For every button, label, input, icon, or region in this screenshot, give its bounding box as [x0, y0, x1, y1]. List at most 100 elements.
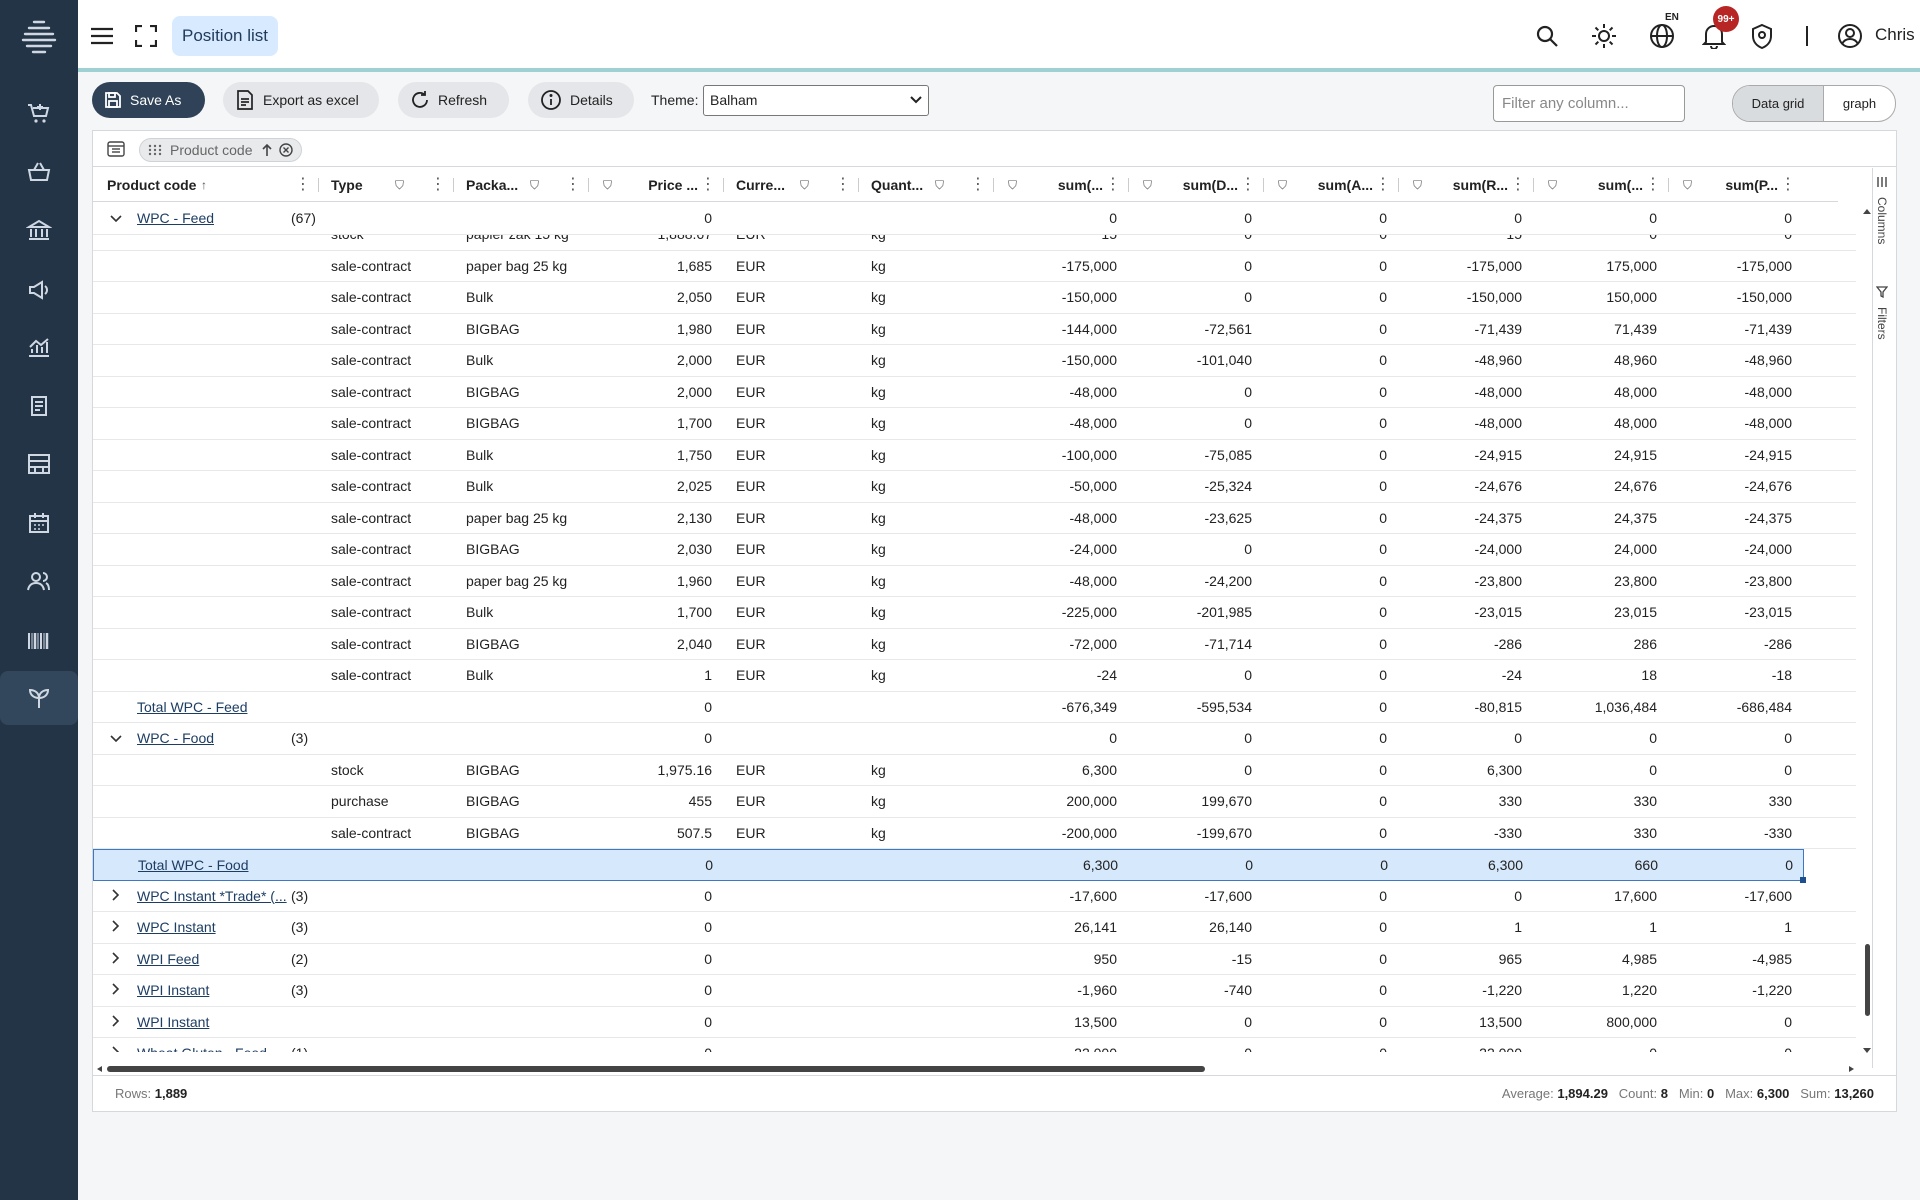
column-filter-icon[interactable]: ⛉ [935, 178, 945, 192]
scroll-up-icon[interactable] [1862, 207, 1872, 215]
column-resize-handle[interactable] [1668, 178, 1669, 192]
table-row[interactable]: sale-contract paper bag 25 kg EUR kg 1,685 -1… [93, 251, 1856, 282]
expand-chevron-icon[interactable] [106, 975, 126, 1006]
column-menu-icon[interactable]: ⋮ [1240, 176, 1256, 193]
column-menu-icon[interactable]: ⋮ [1375, 176, 1391, 193]
table-row[interactable]: sale-contract Bulk EUR kg 2,025 -50,000 -25,32… [93, 471, 1856, 503]
column-menu-icon[interactable]: ⋮ [700, 176, 716, 193]
sort-asc-icon[interactable]: ↑ [201, 178, 207, 192]
drag-handle-icon[interactable] [148, 144, 162, 156]
group-label-link[interactable]: WPI Feed [137, 950, 200, 967]
column-menu-icon[interactable]: ⋮ [430, 176, 446, 193]
table-row[interactable]: sale-contract Bulk EUR kg 2,050 -150,000 0 0 -15… [93, 282, 1856, 314]
user-name[interactable]: Chris [1875, 25, 1915, 44]
app-logo[interactable] [0, 14, 78, 60]
column-resize-handle[interactable] [588, 178, 589, 192]
group-row[interactable]: WPI Instant 0 13,500 0 0 13,500 800,000 0 [93, 1007, 1856, 1038]
sidebar-item-users[interactable] [0, 554, 78, 608]
column-resize-handle[interactable] [318, 178, 319, 192]
table-row[interactable]: sale-contract BIGBAG EUR kg 1,980 -144,000 -72… [93, 314, 1856, 345]
sidebar-item-plant[interactable] [0, 671, 78, 725]
expand-chevron-icon[interactable] [106, 1038, 126, 1052]
scroll-left-icon[interactable] [95, 1065, 103, 1073]
group-row[interactable]: WPC - Food (3) 0 0 0 0 0 0 0 [93, 723, 1856, 755]
group-total-label[interactable]: Total WPC - Food [138, 857, 249, 873]
table-row[interactable]: stock BIGBAG EUR kg 1,975.16 6,300 0 0 6,300 0 0 [93, 755, 1856, 786]
column-resize-handle[interactable] [723, 178, 724, 192]
column-header-10[interactable]: sum(... [1597, 177, 1643, 193]
column-header-6[interactable]: sum(... [1057, 177, 1103, 193]
column-header-0[interactable]: Product code [107, 177, 197, 193]
column-filter-icon[interactable]: ⛉ [800, 178, 810, 192]
column-header-1[interactable]: Type [331, 177, 363, 193]
group-row[interactable]: WPC Instant (3) 0 26,141 26,140 0 1 1 1 [93, 912, 1856, 944]
sidebar-item-megaphone[interactable] [0, 262, 78, 316]
shield-icon[interactable] [1748, 22, 1776, 50]
table-row[interactable]: sale-contract BIGBAG EUR kg 2,030 -24,000 0 0 -2… [93, 534, 1856, 566]
column-filter-icon[interactable]: ⛉ [1278, 178, 1288, 192]
sidebar-item-bank[interactable] [0, 203, 78, 257]
column-header-11[interactable]: sum(P... [1725, 177, 1778, 193]
table-row[interactable]: sale-contract Bulk EUR kg 1 -24 0 0 -24 18 -18 [93, 660, 1856, 692]
column-header-3[interactable]: Price ... [648, 177, 698, 193]
group-label-link[interactable]: WPI Instant [137, 1013, 210, 1030]
column-menu-icon[interactable]: ⋮ [835, 176, 851, 193]
column-resize-handle[interactable] [1533, 178, 1534, 192]
theme-select[interactable]: Balham [703, 85, 929, 116]
column-header-8[interactable]: sum(A... [1317, 177, 1373, 193]
expand-chevron-icon[interactable] [106, 912, 126, 943]
column-filter-icon[interactable]: ⛉ [395, 178, 405, 192]
column-resize-handle[interactable] [1263, 178, 1264, 192]
refresh-button[interactable]: Refresh [398, 82, 509, 118]
details-button[interactable]: Details [528, 82, 634, 118]
scroll-down-icon[interactable] [1862, 1047, 1872, 1055]
column-resize-handle[interactable] [1128, 178, 1129, 192]
column-filter-icon[interactable]: ⛉ [1413, 178, 1423, 192]
collapse-chevron-icon[interactable] [106, 203, 126, 234]
column-filter-icon[interactable]: ⛉ [1548, 178, 1558, 192]
column-filter-icon[interactable]: ⛉ [1008, 178, 1018, 192]
table-row[interactable]: sale-contract BIGBAG EUR kg 2,040 -72,000 -71,… [93, 629, 1856, 660]
column-filter-icon[interactable]: ⛉ [1683, 178, 1693, 192]
theme-toggle-icon[interactable] [1590, 22, 1618, 50]
group-row[interactable]: WPI Feed (2) 0 950 -15 0 965 4,985 -4,985 [93, 944, 1856, 975]
table-row[interactable]: sale-contract BIGBAG EUR kg 507.5 -200,000 -19… [93, 818, 1856, 849]
column-menu-icon[interactable]: ⋮ [565, 176, 581, 193]
column-menu-icon[interactable]: ⋮ [1780, 176, 1796, 193]
expand-chevron-icon[interactable] [106, 1007, 126, 1038]
sidebar-item-barcode[interactable] [0, 613, 78, 667]
table-row[interactable]: sale-contract paper bag 25 kg EUR kg 1,960 -4… [93, 566, 1856, 597]
column-menu-icon[interactable]: ⋮ [1645, 176, 1661, 193]
expand-chevron-icon[interactable] [106, 944, 126, 975]
table-row[interactable]: sale-contract Bulk EUR kg 1,700 -225,000 -201,… [93, 597, 1856, 629]
column-header-9[interactable]: sum(R... [1452, 177, 1508, 193]
columns-panel-tab[interactable]: Columns [1875, 176, 1889, 245]
fullscreen-icon[interactable] [132, 22, 160, 50]
group-label-link[interactable]: WPC - Food [137, 730, 215, 746]
column-filter-icon[interactable]: ⛉ [530, 178, 540, 192]
sidebar-item-calendar[interactable] [0, 496, 78, 550]
menu-icon[interactable] [88, 22, 116, 50]
group-label-link[interactable]: WPC - Feed [137, 210, 215, 226]
filter-input[interactable]: Filter any column... [1493, 85, 1685, 122]
table-row[interactable]: sale-contract Bulk EUR kg 1,750 -100,000 -75,0… [93, 440, 1856, 471]
sidebar-item-basket[interactable] [0, 145, 78, 199]
column-menu-icon[interactable]: ⋮ [970, 176, 986, 193]
table-row[interactable]: sale-contract BIGBAG EUR kg 1,700 -48,000 0 0 -4… [93, 408, 1856, 440]
column-filter-icon[interactable]: ⛉ [1143, 178, 1153, 192]
table-row[interactable]: sale-contract BIGBAG EUR kg 2,000 -48,000 0 0 -4… [93, 377, 1856, 408]
group-label-link[interactable]: WPI Instant [137, 982, 210, 998]
remove-group-icon[interactable] [278, 143, 293, 157]
column-filter-icon[interactable]: ⛉ [603, 178, 613, 192]
group-label-link[interactable]: Wheat Gluten - Feed [137, 1038, 287, 1052]
save-as-button[interactable]: Save As [92, 82, 205, 118]
filters-panel-tab[interactable]: Filters [1875, 286, 1889, 340]
sidebar-item-flask[interactable] [0, 379, 78, 433]
graph-toggle[interactable]: graph [1823, 86, 1895, 121]
column-resize-handle[interactable] [1398, 178, 1399, 192]
vertical-scrollbar[interactable] [1865, 944, 1870, 1016]
sidebar-item-warehouse[interactable] [0, 437, 78, 491]
column-resize-handle[interactable] [453, 178, 454, 192]
group-row[interactable]: WPI Instant (3) 0 -1,960 -740 0 -1,220 1,220 -1,… [93, 975, 1856, 1007]
group-total-row[interactable]: Total WPC - Feed 0 -676,349 -595,534 0 -80,81… [93, 692, 1856, 723]
